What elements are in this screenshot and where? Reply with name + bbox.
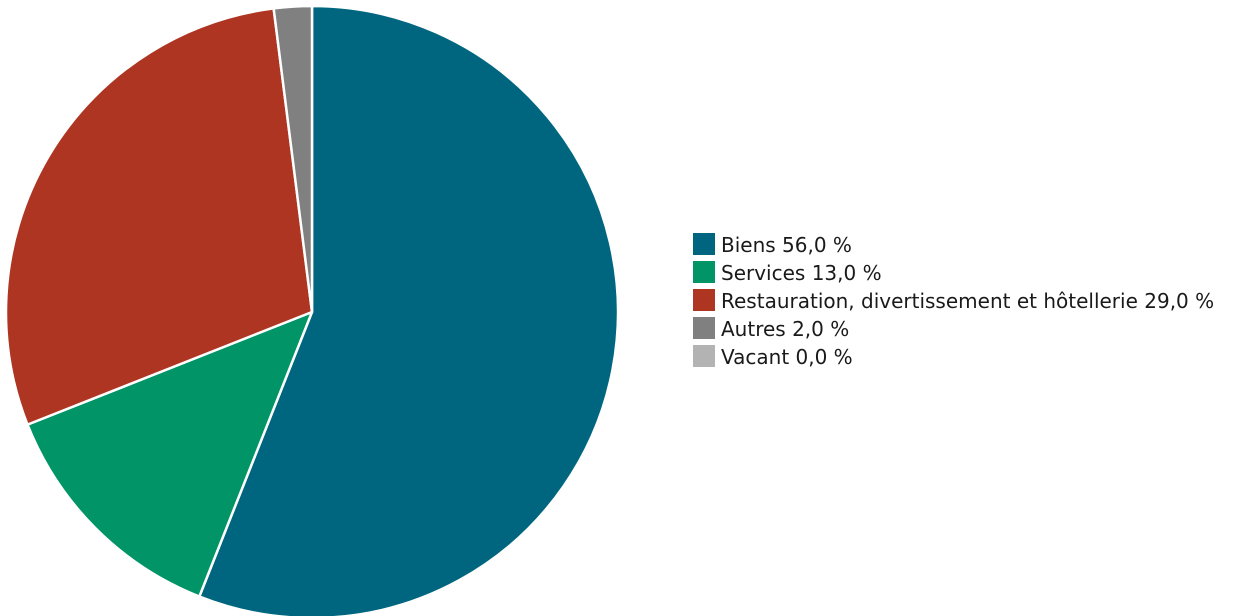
chart-legend: Biens 56,0 % Services 13,0 % Restauration,… <box>693 233 1214 369</box>
legend-label: Services 13,0 % <box>721 261 882 285</box>
legend-label: Autres 2,0 % <box>721 317 849 341</box>
legend-swatch <box>693 261 715 283</box>
legend-label: Biens 56,0 % <box>721 233 852 257</box>
legend-swatch <box>693 233 715 255</box>
legend-item: Vacant 0,0 % <box>693 345 853 369</box>
legend-swatch <box>693 317 715 339</box>
legend-swatch <box>693 345 715 367</box>
legend-item: Services 13,0 % <box>693 261 882 285</box>
legend-label: Vacant 0,0 % <box>721 345 853 369</box>
pie-slice-autres <box>272 4 314 314</box>
legend-label: Restauration, divertissement et hôteller… <box>721 289 1214 313</box>
legend-swatch <box>693 289 715 311</box>
legend-item: Autres 2,0 % <box>693 317 849 341</box>
pie-slice-services <box>26 310 314 598</box>
pie-slice-restauration <box>4 7 314 426</box>
legend-item: Restauration, divertissement et hôteller… <box>693 289 1214 313</box>
pie-slices <box>4 4 620 616</box>
pie-slice-biens <box>198 4 620 616</box>
legend-item: Biens 56,0 % <box>693 233 852 257</box>
